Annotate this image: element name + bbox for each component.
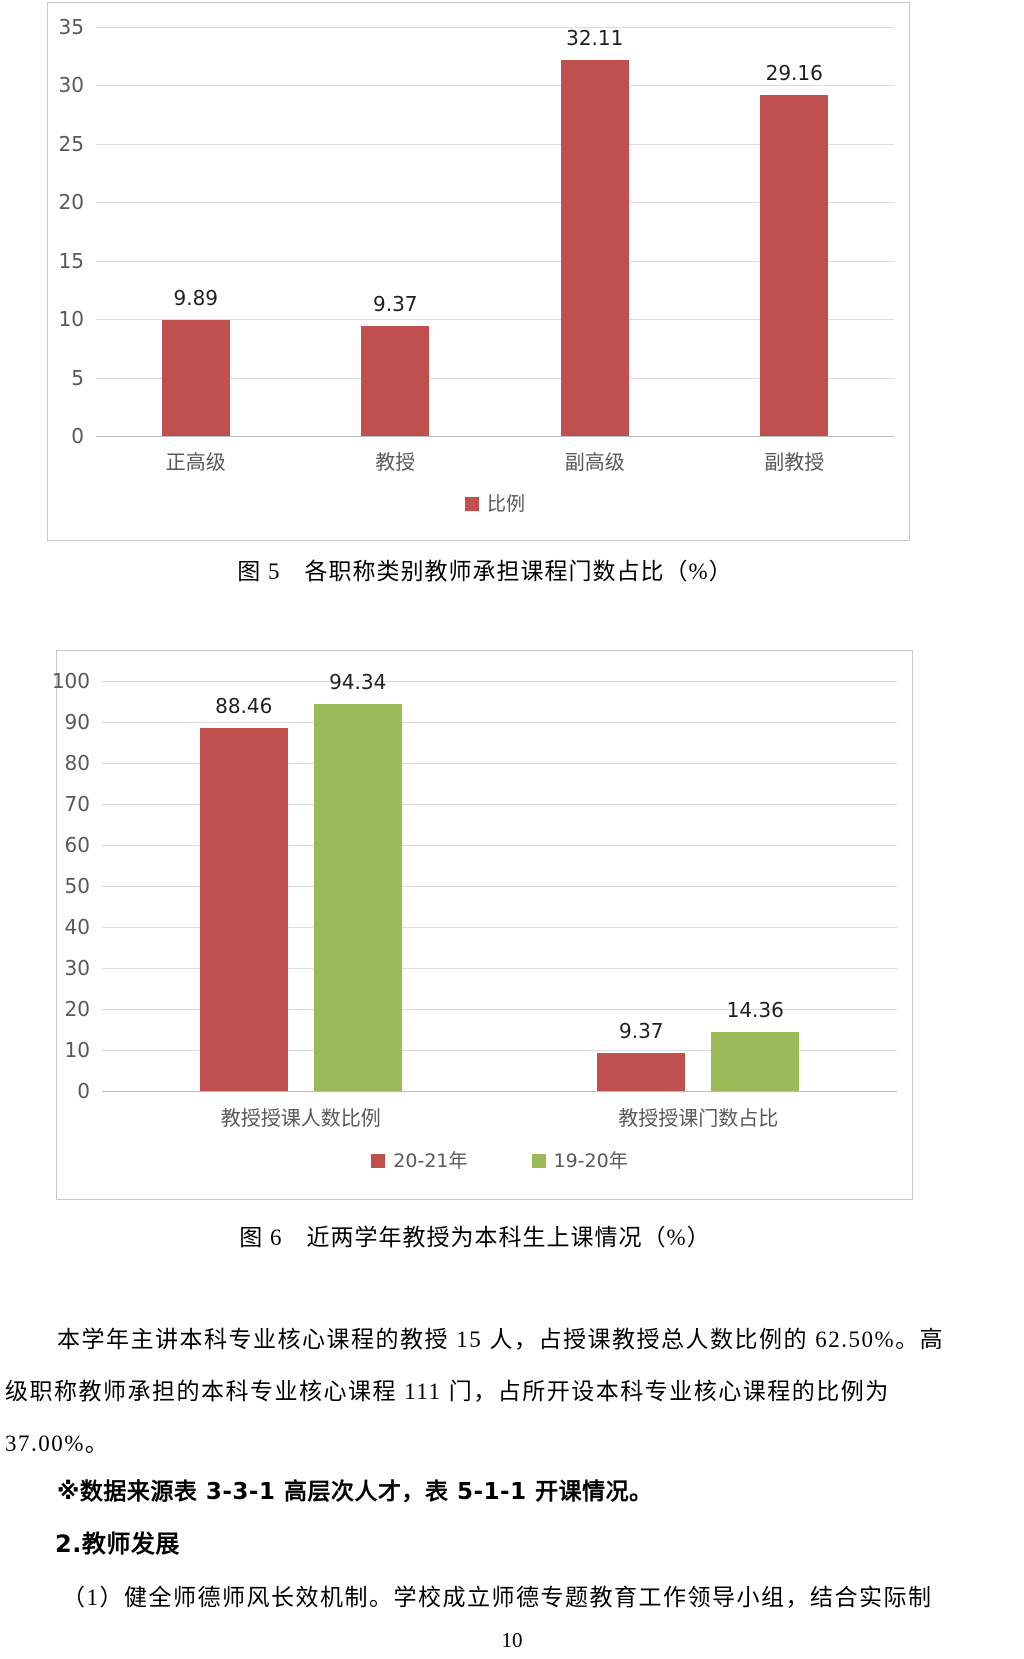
gridline (102, 927, 897, 928)
gridline (96, 319, 894, 320)
y-tick-label: 50 (64, 874, 90, 898)
bar-value-label: 88.46 (215, 694, 273, 719)
gridline (96, 202, 894, 203)
gridline (96, 377, 894, 379)
x-axis-line (102, 1091, 897, 1092)
bar-20-21年-教授授课人数比例 (199, 728, 288, 1091)
gridline (96, 260, 894, 262)
gridline (102, 722, 897, 723)
legend-item: 比例 (464, 493, 525, 515)
bar-value-label: 32.11 (566, 26, 624, 51)
section-heading: 2.教师发展 (55, 1530, 180, 1558)
figure6-chart: 0 10 20 30 40 50 60 70 80 90 100 88.46 94.34 教授授课人数比例… (52, 650, 913, 1200)
legend-swatch-icon (531, 1154, 546, 1168)
chart-legend: 20-21年 19-20年 (102, 1151, 897, 1171)
y-tick-label: 100 (51, 669, 90, 693)
bar-value-label: 29.16 (765, 60, 823, 85)
y-tick-label: 25 (58, 131, 84, 156)
y-tick-label: 20 (64, 997, 90, 1021)
bar-value-label: 9.37 (372, 292, 418, 317)
y-tick-label: 15 (58, 248, 84, 273)
legend-label: 20-21年 (393, 1150, 468, 1172)
bar-value-label: 94.34 (329, 670, 387, 695)
figure5-caption: 图 5 各职称类别教师承担课程门数占比（%） (237, 559, 733, 584)
y-tick-label: 60 (64, 833, 90, 857)
x-category-label: 教授授课人数比例 (220, 1106, 381, 1130)
paragraph-line-2: 级职称教师承担的本科专业核心课程 111 门，占所开设本科专业核心课程的比例为 (5, 1379, 890, 1404)
y-tick-label: 0 (77, 1079, 90, 1103)
gridline (102, 886, 897, 887)
bar-比例-正高级 (161, 320, 230, 436)
y-tick-label: 30 (58, 73, 84, 97)
y-tick-label: 70 (64, 792, 90, 816)
chart-legend: 比例 (96, 494, 894, 514)
x-category-label: 副高级 (564, 450, 625, 474)
legend-item: 19-20年 (531, 1150, 628, 1172)
legend-swatch-icon (464, 497, 479, 511)
bar-value-label: 9.89 (173, 286, 219, 311)
legend-swatch-icon (371, 1154, 386, 1168)
paragraph-line-3: 37.00%。 (5, 1431, 110, 1456)
bar-value-label: 9.37 (618, 1018, 664, 1043)
gridline (102, 1009, 897, 1010)
legend-item: 20-21年 (371, 1150, 468, 1172)
y-tick-label: 0 (71, 424, 84, 448)
gridline (96, 85, 894, 86)
bar-比例-教授 (361, 326, 430, 436)
page-number: 10 (501, 1628, 523, 1652)
bar-20-21年-教授授课门数占比 (597, 1052, 686, 1091)
gridline (102, 681, 897, 682)
x-category-label: 教授 (375, 450, 416, 474)
gridline (96, 143, 894, 145)
paragraph-line-1: 本学年主讲本科专业核心课程的教授 15 人，占授课教授总人数比例的 62.50%… (57, 1327, 945, 1352)
x-category-label: 副教授 (764, 450, 825, 474)
y-tick-label: 10 (58, 307, 84, 331)
gridline (102, 845, 897, 846)
legend-label: 19-20年 (553, 1150, 628, 1172)
legend-label: 比例 (486, 493, 525, 515)
bar-19-20年-教授授课人数比例 (313, 704, 402, 1091)
y-tick-label: 90 (64, 710, 90, 734)
y-tick-label: 80 (64, 751, 90, 775)
bar-比例-副高级 (560, 60, 629, 436)
figure6-caption: 图 6 近两学年教授为本科生上课情况（%） (239, 1225, 711, 1250)
y-tick-label: 30 (64, 956, 90, 980)
y-tick-label: 35 (58, 14, 84, 39)
x-category-label: 教授授课门数占比 (618, 1106, 779, 1130)
gridline (102, 804, 897, 805)
gridline (96, 26, 894, 28)
y-tick-label: 40 (64, 915, 90, 939)
y-tick-label: 20 (58, 190, 84, 214)
y-tick-label: 10 (64, 1038, 90, 1062)
gridline (102, 968, 897, 969)
bar-value-label: 14.36 (726, 998, 784, 1023)
x-category-label: 正高级 (165, 450, 226, 474)
bar-比例-副教授 (760, 94, 829, 436)
figure5-chart: 0 5 10 15 20 25 30 35 9.89 正高级 9.37 教授 32.11 副高级 29.16… (47, 2, 910, 541)
gridline (102, 763, 897, 764)
x-axis-line (96, 436, 894, 437)
gridline (102, 1050, 897, 1051)
data-source-note: ※数据来源表 3-3-1 高层次人才，表 5-1-1 开课情况。 (57, 1479, 653, 1505)
y-tick-label: 5 (71, 365, 84, 390)
bar-19-20年-教授授课门数占比 (711, 1032, 800, 1091)
item-1-line: （1）健全师德师风长效机制。学校成立师德专题教育工作领导小组，结合实际制 (62, 1585, 933, 1610)
